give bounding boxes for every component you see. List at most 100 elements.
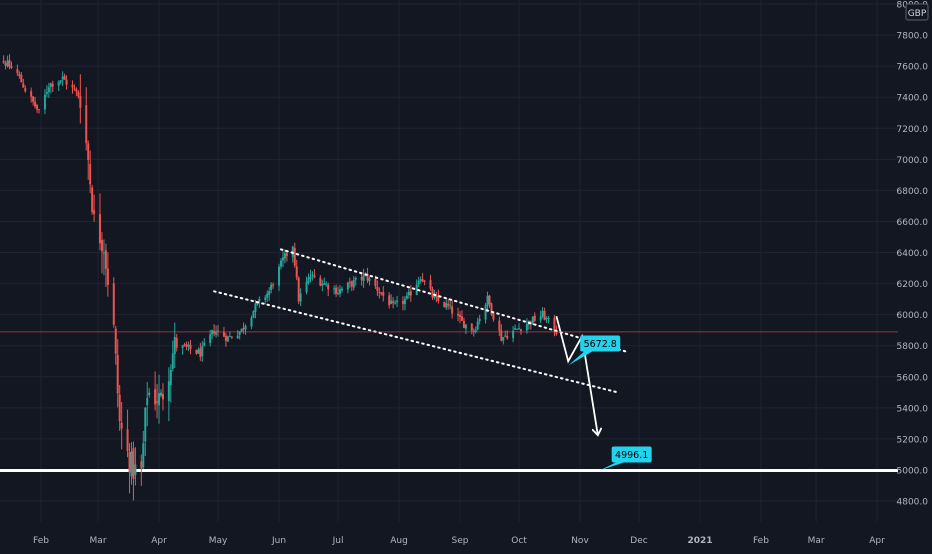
candle-body [421, 279, 424, 282]
candle-body [114, 328, 117, 354]
candle-body [228, 336, 231, 338]
candle-body [283, 253, 286, 259]
candle-body [490, 303, 493, 315]
candle-body [333, 288, 336, 290]
y-tick-label: 6400.0 [897, 249, 929, 259]
candle-body [148, 392, 151, 395]
candle-body [516, 328, 519, 330]
candle-body [73, 88, 76, 90]
candle-body [173, 337, 176, 355]
candle-body [158, 393, 161, 406]
y-tick-label: 7800.0 [897, 32, 929, 42]
candle-body [285, 253, 288, 256]
candle-body [93, 210, 96, 214]
y-tick-label: 5600.0 [897, 373, 929, 383]
candle-body [142, 443, 145, 468]
candle-body [354, 278, 357, 280]
candle-body [197, 349, 200, 354]
candle-body [57, 81, 60, 86]
y-tick-label: 4800.0 [897, 498, 929, 508]
candle-body [378, 292, 381, 294]
candle-body [470, 323, 473, 331]
y-tick-label: 6200.0 [897, 280, 929, 290]
candle-body [319, 277, 322, 286]
candle-body [258, 298, 261, 302]
candle-body [500, 330, 503, 341]
candle-body [65, 79, 68, 85]
candle-body [22, 83, 25, 88]
candle-body [189, 344, 192, 350]
candle-body [443, 302, 446, 307]
candle-body [118, 394, 121, 422]
x-tick-label: Mar [90, 536, 107, 546]
annotation-box [611, 446, 652, 463]
candles [2, 54, 558, 501]
candle-body [36, 105, 39, 110]
candle-body [514, 328, 517, 330]
candle-body [87, 143, 90, 160]
candle-body [75, 89, 78, 92]
candle-body [18, 73, 21, 77]
candle-body [291, 246, 294, 257]
candle-body [195, 349, 198, 354]
candle-body [419, 279, 422, 282]
candle-body [100, 240, 103, 252]
candle-body [478, 318, 481, 322]
candle-body [409, 291, 412, 296]
candle-body [77, 91, 80, 97]
candle-body [112, 283, 115, 325]
candle-body [116, 354, 119, 394]
candle-body [281, 257, 284, 261]
candle-body [49, 83, 52, 87]
candle-body [403, 299, 406, 305]
candle-body [388, 295, 391, 306]
candle-body [545, 318, 548, 320]
candle-body [476, 321, 479, 330]
candle-body [541, 310, 544, 317]
candle-body [209, 334, 212, 344]
candle-body [104, 250, 107, 269]
candle-body [217, 330, 220, 332]
x-tick-label: Apr [869, 536, 885, 546]
candle-body [8, 59, 11, 68]
candle-body [102, 252, 105, 254]
candle-body [224, 335, 227, 341]
annotations: 5672.8 4996.1 [568, 335, 652, 471]
candle-body [161, 393, 164, 400]
candle-body [435, 295, 438, 297]
candle-body [547, 317, 550, 319]
y-tick-label: 6600.0 [897, 218, 929, 228]
candle-body [128, 452, 131, 473]
x-tick-label: Jul [332, 536, 344, 546]
y-tick-label: 5000.0 [897, 466, 929, 476]
candle-body [167, 381, 170, 401]
candle-body [140, 461, 143, 469]
candle-body [215, 331, 218, 335]
candle-body [506, 336, 509, 339]
y-tick-label: 5200.0 [897, 435, 929, 445]
candle-body [392, 301, 395, 303]
candle-body [451, 306, 454, 314]
candle-body [91, 187, 94, 213]
currency-badge[interactable]: GBP [905, 3, 929, 21]
candle-body [417, 281, 420, 285]
candle-body [6, 60, 9, 67]
candle-body [504, 335, 507, 337]
candle-body [130, 451, 133, 477]
candle-body [305, 281, 308, 293]
candle-body [366, 273, 369, 281]
candle-body [429, 280, 432, 289]
candle-body [171, 353, 174, 369]
candle-body [394, 302, 397, 304]
candle-body [183, 344, 186, 346]
candle-body [250, 317, 253, 327]
candle-body [295, 266, 298, 278]
candle-body [539, 316, 542, 321]
candle-body [24, 88, 27, 92]
candle-body [32, 96, 35, 102]
candle-body [244, 325, 247, 330]
candle-body [159, 392, 162, 396]
